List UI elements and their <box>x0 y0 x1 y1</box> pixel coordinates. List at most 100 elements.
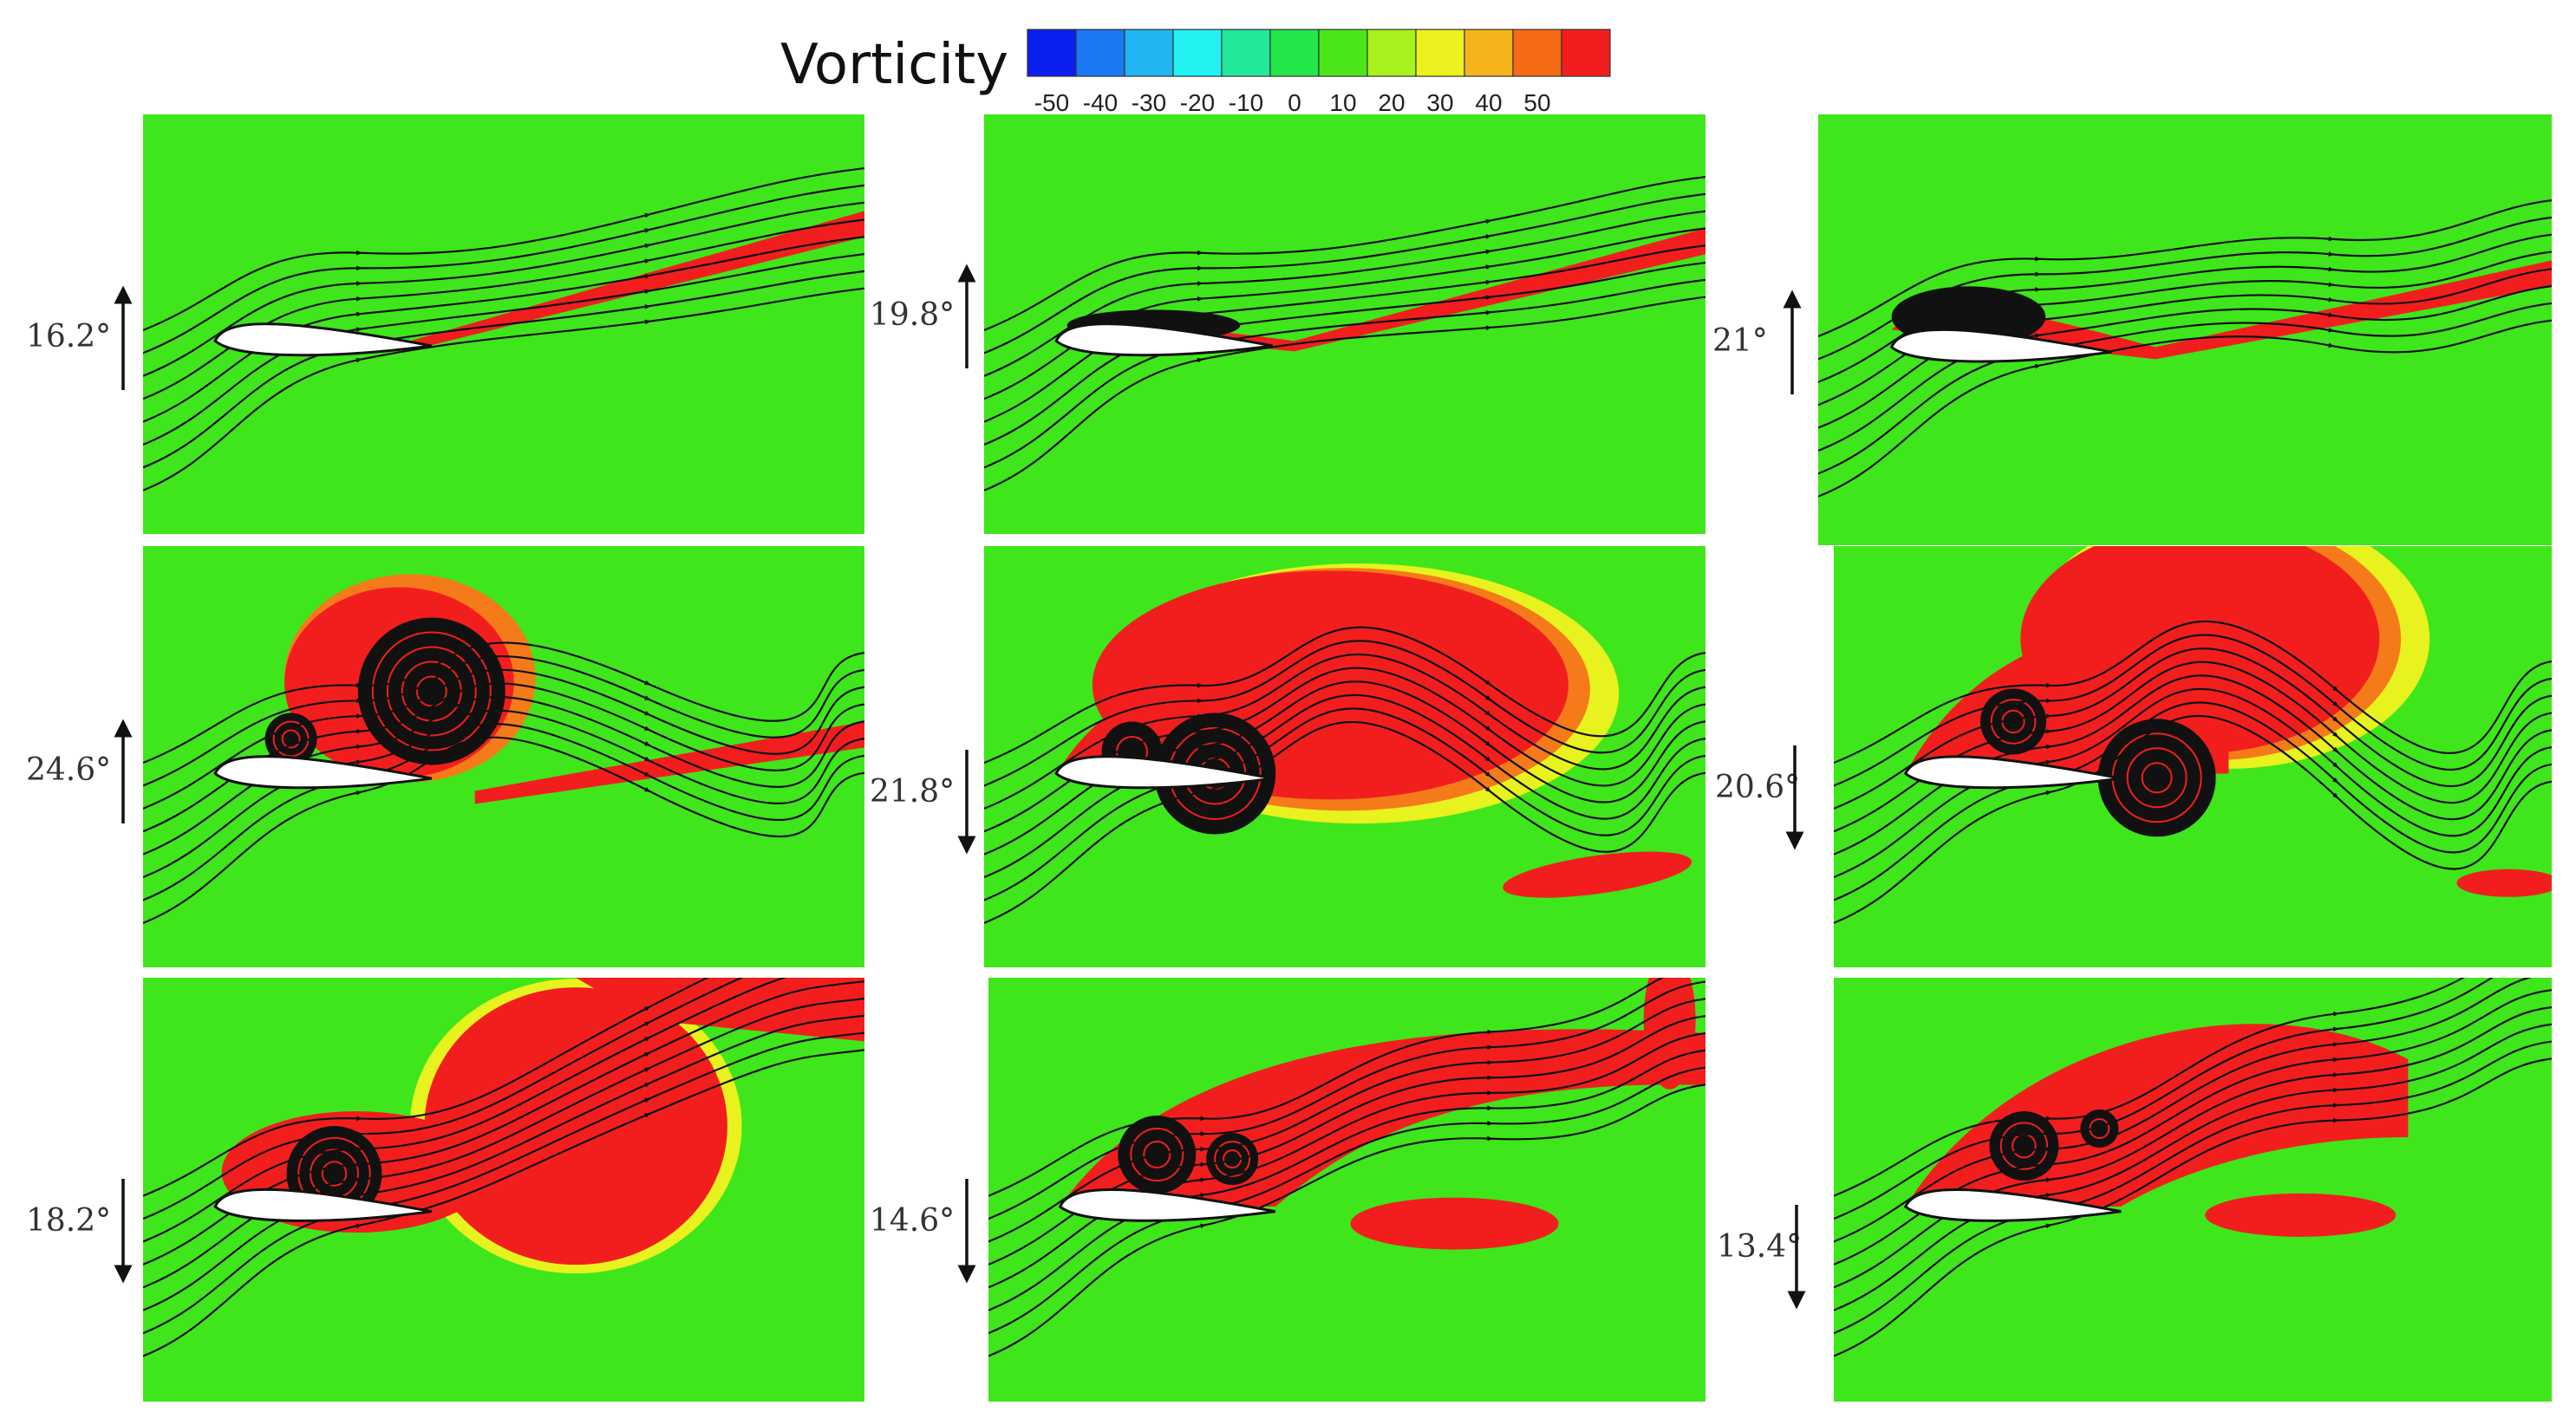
streamline <box>984 653 1705 810</box>
colorbar-swatch <box>1269 29 1320 77</box>
vorticity-panel-6 <box>1834 546 2552 967</box>
colorbar-swatch <box>1318 29 1368 77</box>
angle-of-attack-label: 21° <box>1712 323 1768 359</box>
streamline <box>1834 634 2552 787</box>
colorbar-swatch <box>1075 29 1125 77</box>
shed-vortex <box>424 987 727 1266</box>
streamline <box>143 668 864 810</box>
panel-grid: 16.2° 19.8° 21° 24.6° 21.8° 20.6° 18.2° 14.6° 13… <box>26 114 2552 1402</box>
shed-vortex <box>1643 978 1696 1090</box>
colorbar-tick-label: 30 <box>1426 89 1453 116</box>
angle-of-attack-label: 21.8° <box>870 774 955 810</box>
streamline <box>1818 198 2552 338</box>
airfoil <box>1054 755 1274 790</box>
colorbar: Vorticity -50 -40 -30 -20 -10 0 10 20 30 40 50 <box>780 29 1611 116</box>
angle-of-attack-label: 20.6° <box>1715 770 1800 805</box>
vorticity-panel-9 <box>1834 978 2552 1402</box>
streamline <box>1818 302 2552 475</box>
trailing-edge-vortex <box>1503 851 1692 898</box>
flow-field <box>984 175 1705 491</box>
angle-of-attack-label: 24.6° <box>26 752 111 788</box>
airfoil <box>1903 755 2122 790</box>
colorbar-swatch <box>1512 29 1562 77</box>
streamline <box>984 721 1705 924</box>
vorticity-panel-4 <box>143 546 864 967</box>
streamline <box>1834 647 2552 810</box>
airfoil <box>213 755 433 790</box>
streamline <box>143 641 864 765</box>
angle-of-attack-label: 16.2° <box>26 319 111 355</box>
streamline <box>1818 284 2552 452</box>
colorbar-tick-label: 40 <box>1475 89 1502 116</box>
streamline <box>1834 688 2552 879</box>
streamline <box>143 736 864 924</box>
streamline <box>984 693 1705 879</box>
streamlines <box>1818 198 2552 498</box>
airfoil <box>213 1188 433 1222</box>
airfoil <box>1058 1188 1276 1222</box>
angle-of-attack-label: 19.8° <box>870 297 955 333</box>
vorticity-panel-8 <box>988 978 1705 1402</box>
flow-field <box>1818 198 2552 498</box>
streamline <box>1834 1057 2552 1357</box>
colorbar-tick-label: 0 <box>1288 89 1301 116</box>
streamlines <box>143 166 864 491</box>
airfoil <box>213 322 433 357</box>
colorbar-tick-label: 50 <box>1523 89 1550 116</box>
angle-of-attack-label: 13.4° <box>1717 1229 1802 1265</box>
flow-field <box>143 574 864 924</box>
trailing-edge-vortex <box>2456 869 2552 897</box>
vorticity-panel-5 <box>984 546 1705 967</box>
vorticity-panel-1 <box>143 114 864 534</box>
streamline <box>143 287 864 491</box>
streamline <box>143 1049 864 1357</box>
colorbar-swatch <box>1124 29 1174 77</box>
streamline <box>1818 233 2552 383</box>
vorticity-panel-2 <box>984 114 1705 534</box>
colorbar-tick-label: 20 <box>1378 89 1405 116</box>
flow-field <box>143 978 864 1357</box>
colorbar-tick-label: -50 <box>1034 89 1069 116</box>
streamline <box>984 296 1705 491</box>
colorbar-swatch <box>1221 29 1271 77</box>
angle-of-attack-label: 14.6° <box>870 1203 955 1239</box>
colorbar-swatches <box>1027 29 1611 77</box>
streamline <box>1818 319 2552 498</box>
trailing-edge-vortex <box>2205 1193 2397 1237</box>
colorbar-title: Vorticity <box>780 33 1008 97</box>
streamline <box>1834 620 2552 765</box>
colorbar-swatch <box>1561 29 1611 77</box>
streamline <box>988 1083 1705 1357</box>
colorbar-ticks: -50 -40 -30 -20 -10 0 10 20 30 40 50 <box>1034 89 1551 116</box>
flow-field <box>143 166 864 491</box>
colorbar-tick-label: -10 <box>1229 89 1263 116</box>
shear-layer <box>474 721 864 804</box>
streamline <box>984 640 1705 787</box>
flow-field <box>1834 546 2552 924</box>
vortex-core <box>1980 688 2046 755</box>
streamline <box>1834 701 2552 901</box>
streamline <box>1818 216 2552 361</box>
colorbar-swatch <box>1366 29 1417 77</box>
streamline <box>1818 268 2552 429</box>
airfoil <box>1889 328 2112 363</box>
streamline <box>984 707 1705 901</box>
colorbar-swatch <box>1415 29 1465 77</box>
airfoil <box>1054 322 1274 357</box>
colorbar-tick-label: -30 <box>1131 89 1166 116</box>
colorbar-tick-label: 10 <box>1329 89 1356 116</box>
streamline <box>143 655 864 787</box>
trailing-edge-vortex <box>1350 1197 1559 1250</box>
flow-field <box>1834 978 2552 1357</box>
streamline <box>984 626 1705 765</box>
airfoil <box>1903 1188 2122 1222</box>
angle-of-attack-label: 18.2° <box>26 1203 111 1239</box>
colorbar-swatch <box>1027 29 1077 77</box>
colorbar-swatch <box>1464 29 1514 77</box>
streamlines <box>984 626 1705 924</box>
flow-field <box>984 563 1705 924</box>
flow-field <box>988 978 1705 1357</box>
colorbar-tick-label: -40 <box>1083 89 1118 116</box>
colorbar-swatch <box>1172 29 1223 77</box>
